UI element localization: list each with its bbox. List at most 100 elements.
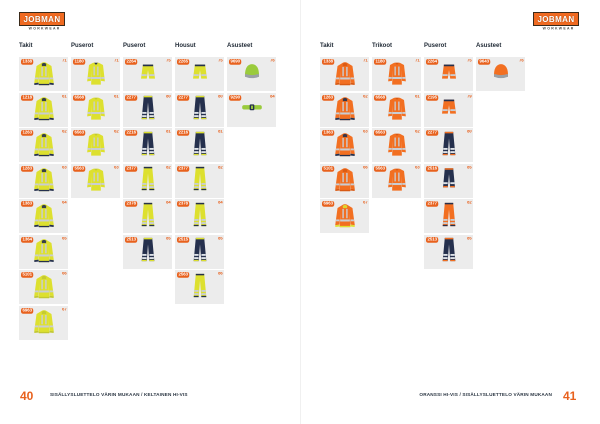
page-fold-divider bbox=[300, 0, 301, 424]
product-cell-6963[interactable]: 6963 67 bbox=[19, 305, 68, 340]
product-cell-1364[interactable]: 1364 65 bbox=[19, 234, 68, 269]
product-cell-2377[interactable]: 2377 82 bbox=[424, 199, 473, 233]
product-code-badge: 1180 bbox=[374, 59, 387, 65]
catalog-page-ref: 65 bbox=[62, 236, 67, 241]
catalog-page-ref: 85 bbox=[166, 236, 171, 241]
catalog-page-ref: 66 bbox=[62, 272, 67, 277]
product-cell-2378[interactable]: 2378 84 bbox=[123, 199, 172, 233]
product-code-badge: 2377 bbox=[177, 165, 190, 172]
product-cell-2377[interactable]: 2377 82 bbox=[175, 163, 224, 198]
product-cell-2378[interactable]: 2378 84 bbox=[175, 199, 224, 233]
product-code-badge: 2515 bbox=[177, 236, 190, 243]
shorts-icon bbox=[436, 94, 461, 127]
product-code-badge: 9643 bbox=[478, 59, 491, 65]
product-code-badge: 2216 bbox=[177, 130, 190, 136]
product-cell-2216[interactable]: 2216 81 bbox=[175, 128, 224, 162]
product-cell-2377[interactable]: 2377 82 bbox=[123, 163, 172, 198]
product-code-badge: 2513 bbox=[125, 236, 138, 243]
product-cell-5101[interactable]: 5101 66 bbox=[320, 163, 369, 198]
product-cell-2515[interactable]: 2515 85 bbox=[175, 234, 224, 269]
beanie-icon bbox=[239, 58, 264, 91]
jacket-icon bbox=[31, 200, 56, 233]
product-code-badge: 2195 bbox=[426, 94, 439, 101]
capri-icon bbox=[436, 165, 461, 198]
product-cell-6963[interactable]: 6963 67 bbox=[320, 199, 369, 233]
product-cell-1218[interactable]: 1218 61 bbox=[19, 92, 68, 127]
shorts-icon bbox=[135, 58, 160, 91]
product-cell-2277[interactable]: 2277 80 bbox=[424, 128, 473, 162]
catalog-page-ref: 75 bbox=[218, 59, 223, 64]
product-cell-1180[interactable]: 1180 71 bbox=[372, 57, 421, 91]
product-code-badge: 1338 bbox=[322, 59, 335, 65]
product-cell-5563[interactable]: 5563 63 bbox=[372, 163, 421, 198]
product-cell-1283[interactable]: 1283 63 bbox=[19, 163, 68, 198]
product-code-badge: 6568 bbox=[374, 94, 387, 101]
shirt-icon bbox=[384, 165, 409, 198]
product-cell-1363[interactable]: 1363 63 bbox=[320, 128, 369, 162]
product-code-badge: 2265 bbox=[177, 59, 190, 65]
shirt-icon bbox=[83, 94, 108, 127]
product-cell-2277[interactable]: 2277 80 bbox=[175, 92, 224, 127]
jacket-icon bbox=[332, 94, 357, 127]
catalog-page-ref: 75 bbox=[166, 59, 171, 64]
product-cell-6568[interactable]: 6568 61 bbox=[71, 92, 120, 127]
product-code-badge: 1363 bbox=[322, 130, 335, 136]
product-cell-6568[interactable]: 6568 61 bbox=[372, 92, 421, 127]
jacket-icon bbox=[332, 129, 357, 162]
product-cell-2264[interactable]: 2264 75 bbox=[424, 57, 473, 91]
jacket-icon bbox=[332, 200, 357, 233]
product-cell-1338[interactable]: 1338 71 bbox=[320, 57, 369, 91]
trousers-icon bbox=[187, 271, 212, 304]
product-cell-9643[interactable]: 9643 76 bbox=[476, 57, 525, 91]
product-cell-1338[interactable]: 1338 71 bbox=[19, 57, 68, 91]
catalog-page-ref: 67 bbox=[363, 201, 368, 206]
catalog-page-ref: 62 bbox=[62, 130, 67, 135]
product-code-badge: 2378 bbox=[125, 201, 138, 207]
jacket-icon bbox=[31, 129, 56, 162]
column-header-takit: Takit bbox=[19, 43, 33, 49]
column-header-asusteet: Asusteet bbox=[476, 43, 502, 49]
shirt-icon bbox=[384, 94, 409, 127]
product-cell-2265[interactable]: 2265 75 bbox=[175, 57, 224, 91]
product-cell-1383[interactable]: 1383 64 bbox=[19, 199, 68, 233]
product-code-badge: 1180 bbox=[73, 59, 86, 65]
product-cell-9290[interactable]: 9290 84 bbox=[227, 92, 276, 127]
product-code-badge: 9290 bbox=[229, 94, 242, 101]
product-code-badge: 5101 bbox=[21, 272, 34, 278]
jacket-icon bbox=[31, 236, 56, 269]
catalog-page-ref: 84 bbox=[166, 201, 171, 206]
product-cell-2277[interactable]: 2277 80 bbox=[123, 92, 172, 127]
product-cell-1263[interactable]: 1263 62 bbox=[19, 128, 68, 162]
catalog-page-ref: 62 bbox=[415, 130, 420, 135]
product-cell-1180[interactable]: 1180 71 bbox=[71, 57, 120, 91]
product-cell-6563[interactable]: 6563 62 bbox=[71, 128, 120, 162]
product-cell-2195[interactable]: 2195 79 bbox=[424, 92, 473, 127]
catalog-page-ref: 71 bbox=[363, 59, 368, 64]
catalog-page-ref: 62 bbox=[114, 130, 119, 135]
product-cell-2513[interactable]: 2513 85 bbox=[424, 234, 473, 269]
product-cell-6563[interactable]: 6563 62 bbox=[372, 128, 421, 162]
product-code-badge: 2277 bbox=[426, 130, 439, 136]
product-cell-1263[interactable]: 1263 62 bbox=[320, 92, 369, 127]
catalog-page-ref: 81 bbox=[218, 130, 223, 135]
product-cell-5563[interactable]: 5563 63 bbox=[71, 163, 120, 198]
product-cell-2513[interactable]: 2513 85 bbox=[123, 234, 172, 269]
trousers-icon bbox=[436, 200, 461, 233]
product-cell-2563[interactable]: 2563 86 bbox=[175, 270, 224, 304]
product-code-badge: 1263 bbox=[21, 130, 34, 136]
catalog-page-ref: 80 bbox=[218, 94, 223, 99]
product-cell-5101[interactable]: 5101 66 bbox=[19, 270, 68, 304]
trousers-icon bbox=[187, 94, 212, 127]
shirt-icon bbox=[83, 129, 108, 162]
jacket-icon bbox=[332, 58, 357, 91]
product-code-badge: 6963 bbox=[322, 201, 335, 207]
product-code-badge: 6568 bbox=[73, 94, 86, 101]
product-cell-2516[interactable]: 2516 85 bbox=[424, 163, 473, 198]
product-code-badge: 1364 bbox=[21, 236, 34, 243]
product-cell-2264[interactable]: 2264 75 bbox=[123, 57, 172, 91]
trousers-icon bbox=[187, 236, 212, 269]
product-cell-9690[interactable]: 9690 76 bbox=[227, 57, 276, 91]
product-cell-2216[interactable]: 2216 81 bbox=[123, 128, 172, 162]
footer-caption-right: ORANSSI HI-VIS / SISÄLLYSLUETTELO VÄRIN … bbox=[419, 393, 552, 398]
catalog-page-ref: 82 bbox=[166, 165, 171, 170]
